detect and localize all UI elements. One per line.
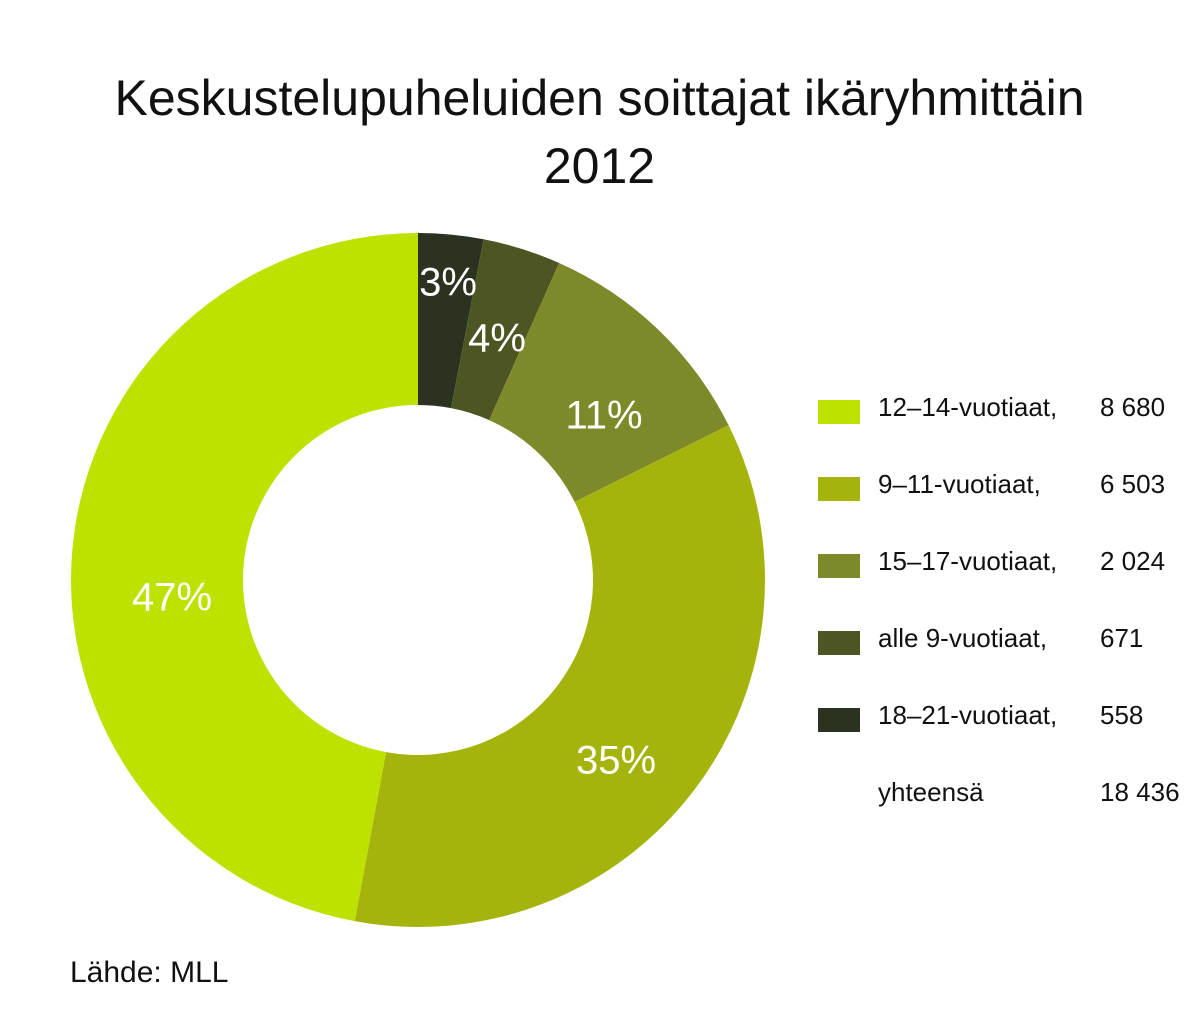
legend-swatch (818, 477, 860, 501)
chart-title-main: Keskustelupuheluiden soittajat ikäryhmit… (114, 70, 1085, 126)
source-note: Lähde: MLL (70, 956, 229, 989)
legend-label: 15–17-vuotiaat, (878, 546, 1058, 576)
legend-item: 9–11-vuotiaat, 6 503 (818, 465, 1188, 542)
slice-percent-label: 47% (132, 576, 212, 620)
legend-swatch (818, 631, 860, 655)
donut-slice-2 (489, 262, 729, 502)
slice-percent-label: 35% (576, 739, 656, 783)
legend-item: 15–17-vuotiaat, 2 024 (818, 542, 1188, 619)
legend-swatch (818, 554, 860, 578)
donut-slice-4 (71, 233, 419, 922)
legend-swatch (818, 708, 860, 732)
total-label: yhteensä (878, 777, 984, 807)
donut-slice-0 (418, 233, 484, 409)
legend-item: 18–21-vuotiaat, 558 (818, 696, 1188, 773)
legend-value: 6 503 (1100, 469, 1166, 499)
legend: 12–14-vuotiaat, 8 680 9–11-vuotiaat, 6 503 1… (818, 388, 1188, 850)
chart-title: Keskustelupuheluiden soittajat ikäryhmit… (0, 64, 1199, 200)
legend-value: 2 024 (1100, 546, 1166, 576)
slice-percent-label: 11% (565, 394, 642, 438)
donut-slice-3 (354, 425, 765, 927)
total-value: 18 436 (1100, 777, 1180, 807)
legend-item: 12–14-vuotiaat, 8 680 (818, 388, 1188, 465)
legend-label: 12–14-vuotiaat, (878, 392, 1058, 422)
legend-total: yhteensä 18 436 (818, 773, 1188, 850)
legend-value: 558 (1100, 700, 1144, 730)
chart-title-year: 2012 (543, 138, 656, 194)
legend-value: 671 (1100, 623, 1144, 653)
donut-slice-1 (451, 239, 560, 421)
legend-swatch (818, 400, 860, 424)
legend-value: 8 680 (1100, 392, 1166, 422)
legend-label: 9–11-vuotiaat, (878, 469, 1041, 499)
legend-label: 18–21-vuotiaat, (878, 700, 1058, 730)
legend-item: alle 9-vuotiaat, 671 (818, 619, 1188, 696)
slice-percent-label: 4% (468, 317, 526, 361)
slice-percent-label: 3% (419, 261, 477, 305)
legend-label: alle 9-vuotiaat, (878, 623, 1048, 653)
